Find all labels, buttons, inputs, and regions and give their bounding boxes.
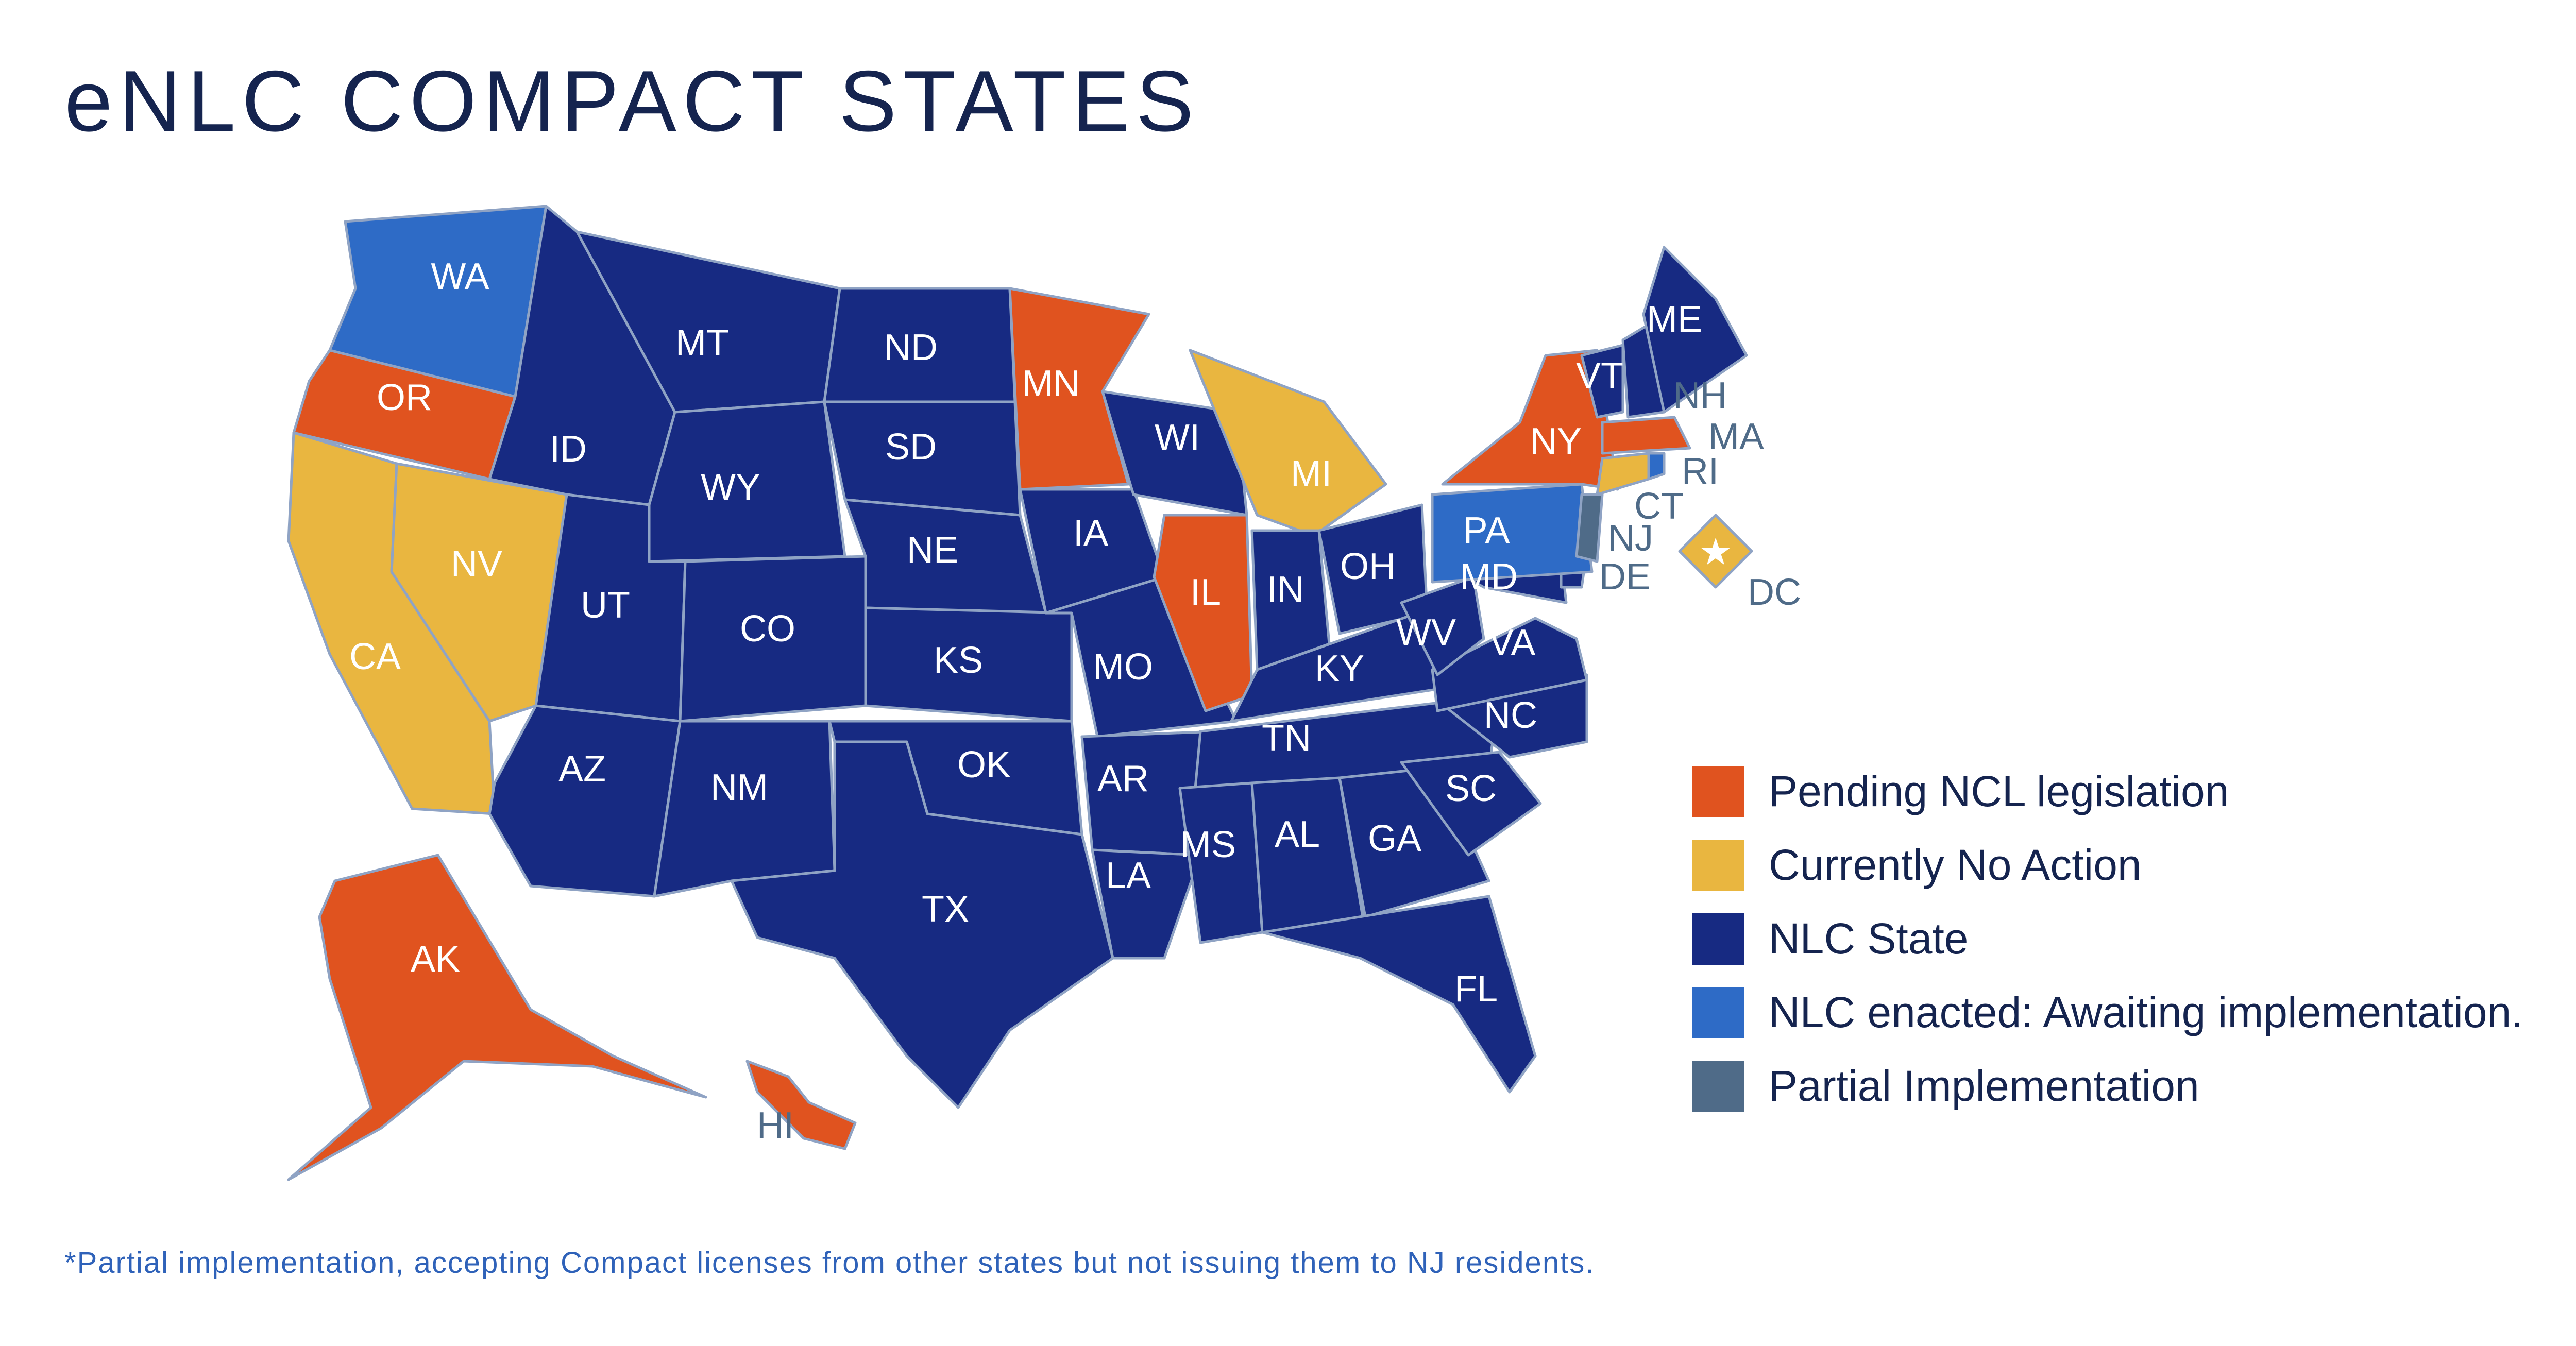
legend-item-awaiting: NLC enacted: Awaiting implementation. — [1692, 976, 2523, 1049]
state-label-hi: HI — [757, 1105, 794, 1146]
state-label-va: VA — [1489, 622, 1536, 663]
state-label-ma: MA — [1708, 416, 1764, 457]
state-label-ak: AK — [411, 939, 460, 980]
state-shape-nm — [653, 720, 836, 898]
state-shape-fl — [1261, 895, 1537, 1094]
state-label-fl: FL — [1454, 968, 1498, 1010]
state-label-nj: NJ — [1608, 518, 1653, 559]
state-label-nv: NV — [451, 543, 502, 585]
legend-item-no-action: Currently No Action — [1692, 828, 2523, 902]
state-label-wv: WV — [1396, 612, 1456, 653]
state-label-wi: WI — [1155, 417, 1200, 458]
state-label-ok: OK — [957, 744, 1011, 786]
state-label-wa: WA — [431, 256, 489, 297]
footnote: *Partial implementation, accepting Compa… — [64, 1246, 1595, 1280]
dc-star-icon: ★ — [1699, 532, 1733, 573]
state-label-nd: ND — [884, 327, 938, 368]
legend-label-nlc: NLC State — [1769, 914, 1969, 963]
state-label-ms: MS — [1180, 824, 1236, 865]
state-label-il: IL — [1190, 572, 1221, 613]
state-label-tn: TN — [1262, 718, 1311, 759]
state-label-dc: DC — [1748, 572, 1801, 613]
state-label-me: ME — [1647, 299, 1702, 340]
state-shape-mi — [1189, 349, 1387, 537]
state-label-ct: CT — [1634, 486, 1684, 527]
state-label-ky: KY — [1315, 648, 1364, 689]
state-label-mn: MN — [1022, 363, 1080, 404]
legend-swatch-no-action — [1692, 839, 1744, 891]
state-label-co: CO — [740, 608, 795, 650]
state-shape-az — [488, 704, 682, 898]
state-shape-ma — [1601, 416, 1691, 455]
state-shape-va — [1431, 617, 1588, 712]
legend-label-awaiting: NLC enacted: Awaiting implementation. — [1769, 988, 2523, 1036]
state-label-sc: SC — [1445, 768, 1497, 809]
state-label-wy: WY — [701, 467, 760, 508]
state-shape-pa — [1431, 483, 1594, 584]
state-label-ne: NE — [907, 530, 958, 571]
state-label-in: IN — [1267, 569, 1304, 610]
page-title: eNLC COMPACT STATES — [64, 53, 1200, 149]
legend-swatch-partial — [1692, 1060, 1744, 1112]
state-label-or: OR — [377, 377, 432, 418]
state-label-id: ID — [550, 429, 587, 470]
legend-swatch-awaiting — [1692, 986, 1744, 1038]
state-label-nc: NC — [1484, 695, 1537, 736]
state-label-ar: AR — [1097, 758, 1149, 799]
state-shape-nj — [1575, 493, 1604, 563]
state-label-az: AZ — [558, 748, 606, 790]
state-label-la: LA — [1106, 855, 1151, 896]
state-label-mo: MO — [1093, 646, 1153, 688]
state-label-al: AL — [1275, 814, 1320, 855]
state-shape-la — [1091, 848, 1202, 960]
state-label-nm: NM — [710, 767, 768, 808]
state-label-ca: CA — [349, 636, 401, 677]
state-label-de: DE — [1599, 556, 1651, 598]
legend-item-partial: Partial Implementation — [1692, 1049, 2523, 1123]
legend-label-no-action: Currently No Action — [1769, 841, 2142, 889]
state-label-vt: VT — [1576, 355, 1623, 397]
state-shape-vt — [1580, 344, 1624, 419]
legend-item-pending: Pending NCL legislation — [1692, 755, 2523, 828]
state-label-oh: OH — [1340, 546, 1396, 587]
state-label-mt: MT — [675, 322, 729, 364]
state-label-ks: KS — [934, 640, 983, 681]
state-shape-wv — [1400, 575, 1485, 676]
state-shape-sc — [1400, 751, 1542, 857]
state-shape-ak — [287, 854, 707, 1181]
state-shape-mo — [1044, 575, 1238, 738]
state-shape-or — [292, 349, 517, 481]
state-label-ut: UT — [581, 585, 630, 626]
state-shape-me — [1642, 246, 1748, 414]
state-shape-dc — [1678, 514, 1753, 589]
state-label-sd: SD — [885, 427, 937, 468]
legend-label-partial: Partial Implementation — [1769, 1062, 2199, 1110]
state-label-ia: IA — [1073, 513, 1108, 554]
state-label-pa: PA — [1463, 510, 1510, 551]
state-shape-il — [1153, 514, 1253, 712]
state-label-ga: GA — [1368, 818, 1421, 859]
legend-swatch-nlc — [1692, 913, 1744, 965]
legend-swatch-pending — [1692, 765, 1744, 817]
legend: Pending NCL legislation Currently No Act… — [1692, 755, 2523, 1123]
state-label-ri: RI — [1682, 451, 1719, 492]
state-label-mi: MI — [1291, 453, 1332, 495]
state-label-ny: NY — [1530, 421, 1582, 462]
state-label-md: MD — [1460, 556, 1518, 598]
state-label-nh: NH — [1673, 375, 1727, 416]
legend-label-pending: Pending NCL legislation — [1769, 767, 2229, 815]
state-shape-hi — [745, 1060, 857, 1150]
state-label-tx: TX — [922, 889, 969, 930]
legend-item-nlc: NLC State — [1692, 902, 2523, 976]
state-shape-ri — [1647, 452, 1666, 481]
